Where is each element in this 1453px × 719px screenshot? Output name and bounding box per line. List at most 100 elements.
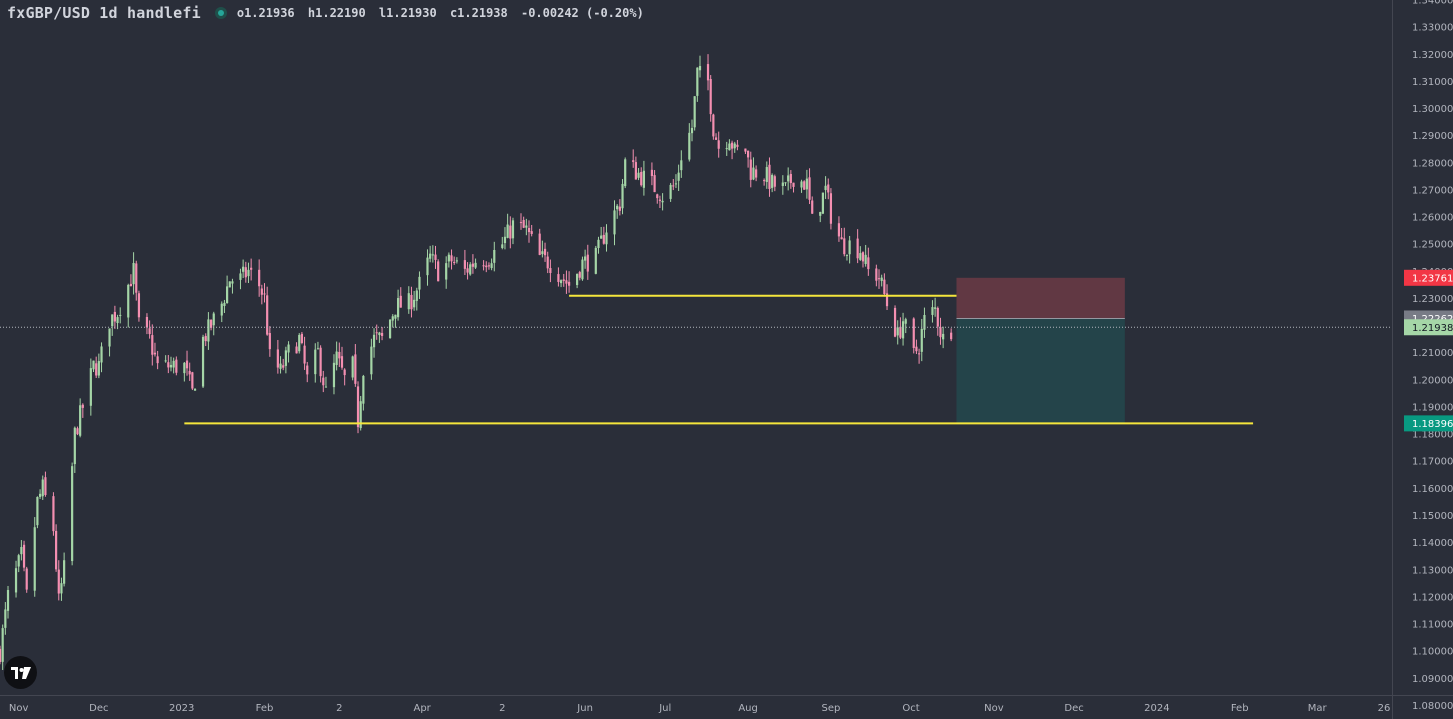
candle-body [447, 254, 450, 262]
candle [674, 174, 678, 189]
candle-body [562, 279, 565, 281]
candle [549, 259, 552, 283]
candle [429, 245, 432, 263]
candle [108, 328, 111, 357]
candle-body [509, 225, 512, 239]
candle-body [690, 127, 694, 134]
candle-body [413, 299, 416, 308]
candle-body [242, 266, 245, 272]
candle [653, 170, 656, 193]
candle [867, 247, 870, 276]
candle [284, 346, 287, 374]
candle [71, 462, 74, 566]
candle [437, 259, 440, 282]
candle [656, 193, 659, 204]
candle [506, 213, 509, 239]
candle-body [437, 261, 440, 282]
candle-body [824, 185, 827, 191]
x-tick-label: Aug [738, 703, 758, 714]
candle-body [525, 225, 528, 228]
candle-body [431, 254, 434, 256]
candle [538, 228, 541, 256]
candle [800, 179, 803, 193]
y-tick-label: 1.11000 [1412, 620, 1453, 631]
candle [917, 348, 921, 364]
candle-body [25, 568, 28, 590]
candle [861, 251, 865, 268]
price-label-bg [1404, 269, 1453, 286]
candle-body [848, 240, 851, 255]
candle [335, 341, 338, 371]
candle-body [640, 172, 643, 186]
candle-body [792, 182, 795, 187]
candle [714, 133, 718, 140]
candle-body [915, 346, 918, 352]
candle [923, 307, 926, 338]
candle-body [714, 137, 718, 140]
candle [511, 217, 515, 245]
candle-body [183, 362, 186, 374]
candle [920, 318, 923, 362]
candle-body [712, 114, 715, 137]
candle-body [567, 281, 571, 286]
candle [771, 173, 774, 193]
candle [100, 342, 103, 373]
candle-body [463, 260, 466, 269]
candle-body [867, 257, 870, 270]
candle-body [827, 184, 830, 193]
x-tick-label: Dec [1064, 703, 1083, 714]
candle [525, 218, 528, 236]
candle [840, 228, 843, 240]
candle [135, 260, 138, 301]
candle-body [466, 268, 469, 273]
candle-body [44, 477, 47, 495]
candle-body [787, 175, 790, 182]
candle-body [527, 227, 531, 233]
candle-body [354, 354, 357, 384]
candle [415, 287, 418, 311]
candle [300, 331, 304, 345]
candle-body [618, 206, 621, 211]
candle [356, 381, 360, 434]
candle [936, 306, 939, 336]
open-value: o1.21936 [236, 6, 295, 20]
candle-body [749, 159, 752, 180]
candle-body [669, 184, 672, 199]
candle-body [559, 280, 563, 284]
candle [487, 262, 491, 270]
candle-body [725, 148, 728, 150]
annotations [0, 277, 1392, 425]
candle [388, 319, 392, 339]
candle [466, 262, 469, 280]
x-tick-label: Sep [821, 703, 840, 714]
candle-body [132, 263, 135, 285]
candle [586, 244, 589, 280]
candle-body [511, 220, 515, 239]
candle-body [220, 303, 223, 316]
candle-body [904, 319, 907, 324]
candle [493, 241, 496, 272]
candle-body [543, 248, 547, 256]
candle [338, 342, 341, 367]
candle [901, 312, 905, 346]
candle-body [303, 345, 306, 364]
candle-body [942, 333, 945, 340]
candle [712, 113, 715, 140]
candle [597, 236, 600, 254]
tradingview-logo-icon[interactable] [4, 656, 37, 689]
candle-body [541, 251, 544, 255]
candle-body [324, 386, 328, 388]
candle [784, 182, 787, 187]
candle [351, 355, 354, 381]
x-tick-label: Nov [984, 703, 1004, 714]
candle [258, 259, 261, 297]
candle [789, 170, 792, 189]
candle-body [843, 238, 846, 255]
candle-body [295, 346, 298, 354]
candle [621, 179, 624, 215]
candle-body [586, 254, 589, 272]
symbol-title[interactable]: fxGBP/USD 1d handlefi [7, 4, 201, 22]
candle [746, 150, 750, 168]
